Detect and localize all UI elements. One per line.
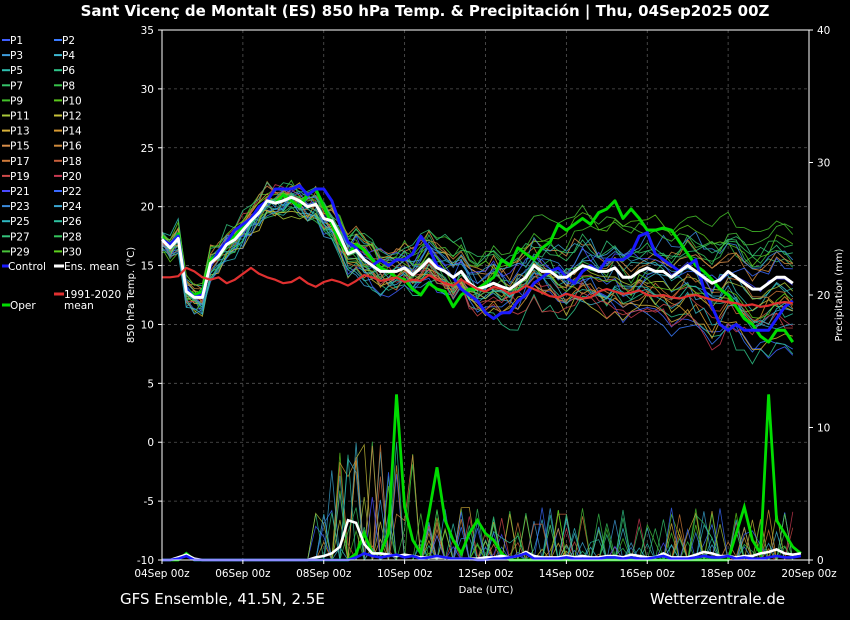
legend-label: P21 — [10, 186, 30, 198]
y-tick-label: 35 — [141, 25, 154, 37]
member-line-12 — [161, 210, 793, 321]
legend-label: P3 — [10, 50, 23, 62]
y-tick-label: 30 — [141, 84, 154, 96]
legend-label: P2 — [62, 35, 75, 47]
legend-label: P24 — [62, 201, 82, 213]
legend-label: P4 — [62, 50, 75, 62]
legend-label: P23 — [10, 201, 30, 213]
x-tick-label: 04Sep 00z — [134, 568, 190, 580]
y2-tick-label: 20 — [817, 290, 830, 302]
y-axis-title: 850 hPa Temp. (°C) — [126, 247, 137, 343]
legend-label: 1991-2020 — [64, 289, 121, 301]
y2-tick-label: 10 — [817, 423, 830, 435]
legend-label: P22 — [62, 186, 82, 198]
legend-label: P8 — [62, 80, 75, 92]
legend-label: P16 — [62, 141, 82, 153]
legend-label: P5 — [10, 65, 23, 77]
legend-label: P9 — [10, 95, 23, 107]
chart-grid — [161, 29, 810, 561]
temperature-series — [160, 184, 795, 344]
ensemble-members — [161, 179, 794, 562]
x-tick-label: 10Sep 00z — [377, 568, 433, 580]
series-line-1991-2020-mean — [162, 266, 793, 308]
legend-label: P14 — [62, 126, 82, 138]
legend-label: P17 — [10, 156, 30, 168]
y2-axis-title: Precipitation (mm) — [834, 248, 845, 341]
x-tick-label: 06Sep 00z — [215, 568, 271, 580]
legend-label: P1 — [10, 35, 23, 47]
member-line-28 — [161, 192, 793, 301]
x-axis-ticks: 04Sep 00z 06Sep 00z 08Sep 00z 10Sep 00z 12Se… — [134, 560, 837, 580]
legend-label: P10 — [62, 95, 82, 107]
legend-label: Ens. mean — [64, 261, 119, 273]
legend-label: mean — [64, 300, 94, 312]
y-tick-label: 15 — [141, 261, 154, 273]
legend-label: P18 — [62, 156, 82, 168]
legend-label: P6 — [62, 65, 75, 77]
x-tick-label: 20Sep 00z — [781, 568, 837, 580]
x-tick-label: 08Sep 00z — [296, 568, 352, 580]
x-tick-label: 18Sep 00z — [700, 568, 756, 580]
y-tick-label: -10 — [137, 555, 154, 567]
y-tick-label: 0 — [147, 437, 154, 449]
member-line-16 — [161, 180, 793, 290]
y-axis-ticks: 35 30 25 20 15 10 5 0 -5 -10 — [137, 25, 162, 567]
chart-title: Sant Vicenç de Montalt (ES) 850 hPa Temp… — [80, 2, 770, 20]
y-tick-label: 25 — [141, 143, 154, 155]
legend-label: P20 — [62, 171, 82, 183]
member-line-15 — [161, 185, 794, 290]
y-tick-label: 10 — [141, 319, 154, 331]
model-info: GFS Ensemble, 41.5N, 2.5E — [120, 590, 325, 608]
y-tick-label: 20 — [141, 202, 154, 214]
y2-tick-label: 40 — [817, 25, 830, 37]
legend-label: P27 — [10, 231, 30, 243]
y-tick-label: -5 — [144, 496, 154, 508]
x-axis-title: Date (UTC) — [459, 585, 514, 596]
legend-label: Oper — [10, 300, 36, 312]
x-tick-label: 12Sep 00z — [458, 568, 514, 580]
x-tick-label: 16Sep 00z — [620, 568, 676, 580]
y2-tick-label: 0 — [817, 555, 824, 567]
member-line-11 — [161, 204, 794, 300]
legend-label: P30 — [62, 246, 82, 258]
legend-label: P29 — [10, 246, 30, 258]
legend-label: P19 — [10, 171, 30, 183]
legend-label: Control — [8, 261, 46, 273]
brand-label: Wetterzentrale.de — [650, 590, 786, 608]
member-line-23 — [161, 190, 794, 315]
y2-axis-ticks: 40 30 20 10 0 — [809, 25, 830, 567]
legend-label: P26 — [62, 216, 82, 228]
legend: P1 P2 P3 P4 P5 P6 P7 P8 P9 P10 P11 P12 P13 P14 P15 P16 P… — [2, 35, 121, 312]
legend-label: P15 — [10, 141, 30, 153]
legend-label: P11 — [10, 111, 30, 123]
member-line-25 — [161, 192, 794, 326]
legend-label: P7 — [10, 80, 23, 92]
legend-label: P13 — [10, 126, 30, 138]
y2-tick-label: 30 — [817, 158, 830, 170]
legend-label: P25 — [10, 216, 30, 228]
legend-label: P12 — [62, 111, 82, 123]
legend-label: P28 — [62, 231, 82, 243]
y-tick-label: 5 — [147, 378, 154, 390]
x-tick-label: 14Sep 00z — [539, 568, 595, 580]
